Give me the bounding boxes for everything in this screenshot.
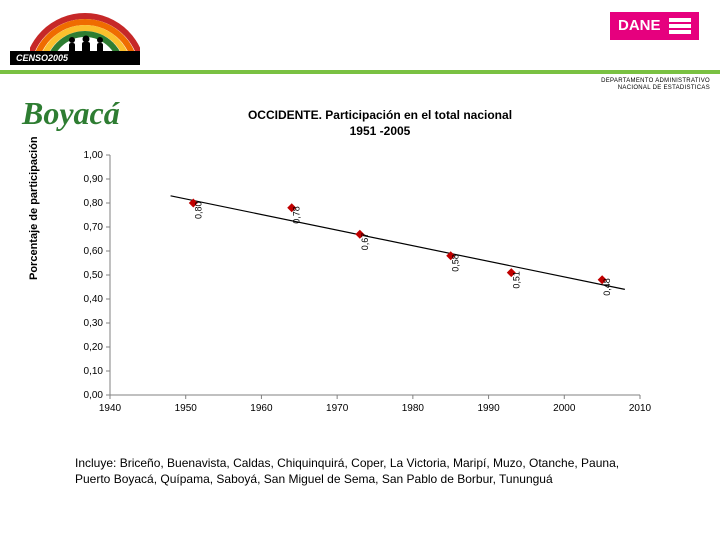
svg-text:1950: 1950 xyxy=(175,403,198,414)
svg-text:0,60: 0,60 xyxy=(84,246,104,257)
svg-text:0,20: 0,20 xyxy=(84,342,104,353)
svg-text:0,10: 0,10 xyxy=(84,366,104,377)
svg-text:2000: 2000 xyxy=(553,403,576,414)
svg-text:1940: 1940 xyxy=(99,403,122,414)
svg-text:0,78: 0,78 xyxy=(292,206,302,224)
svg-text:0,00: 0,00 xyxy=(84,390,104,401)
svg-text:0,80: 0,80 xyxy=(193,201,203,219)
censo-label: CENSO2005 xyxy=(10,51,140,65)
svg-text:0,67: 0,67 xyxy=(360,233,370,251)
svg-text:0,70: 0,70 xyxy=(84,222,104,233)
svg-text:0,30: 0,30 xyxy=(84,318,104,329)
dane-label: DANE xyxy=(618,17,661,34)
svg-text:1970: 1970 xyxy=(326,403,349,414)
svg-text:1990: 1990 xyxy=(477,403,500,414)
svg-text:2010: 2010 xyxy=(629,403,652,414)
y-axis-label: Porcentaje de participación xyxy=(28,136,40,280)
svg-text:0,80: 0,80 xyxy=(84,198,104,209)
svg-text:0,51: 0,51 xyxy=(511,271,521,289)
header-bar: CENSO2005 DANE xyxy=(0,0,720,74)
region-title: Boyacá xyxy=(22,95,120,132)
svg-text:0,48: 0,48 xyxy=(602,278,612,296)
footnote-text: Incluye: Briceño, Buenavista, Caldas, Ch… xyxy=(75,455,635,487)
svg-text:1960: 1960 xyxy=(250,403,273,414)
censo-logo: CENSO2005 xyxy=(10,5,140,65)
dane-logo: DANE xyxy=(610,12,705,54)
svg-text:1980: 1980 xyxy=(402,403,425,414)
svg-text:0,58: 0,58 xyxy=(451,254,461,272)
chart-plot: 0,00 0,10 0,20 0,30 0,40 0,50 0,60 0,70 0,80 0,90… xyxy=(60,145,660,425)
svg-text:1,00: 1,00 xyxy=(84,150,104,161)
chart-title: OCCIDENTE. Participación en el total nac… xyxy=(215,108,545,139)
svg-text:0,90: 0,90 xyxy=(84,174,104,185)
svg-text:0,50: 0,50 xyxy=(84,270,104,281)
dane-dots-icon xyxy=(669,16,691,36)
dane-subtitle: DEPARTAMENTO ADMINISTRATIVO NACIONAL DE … xyxy=(601,78,710,91)
svg-text:0,40: 0,40 xyxy=(84,294,104,305)
